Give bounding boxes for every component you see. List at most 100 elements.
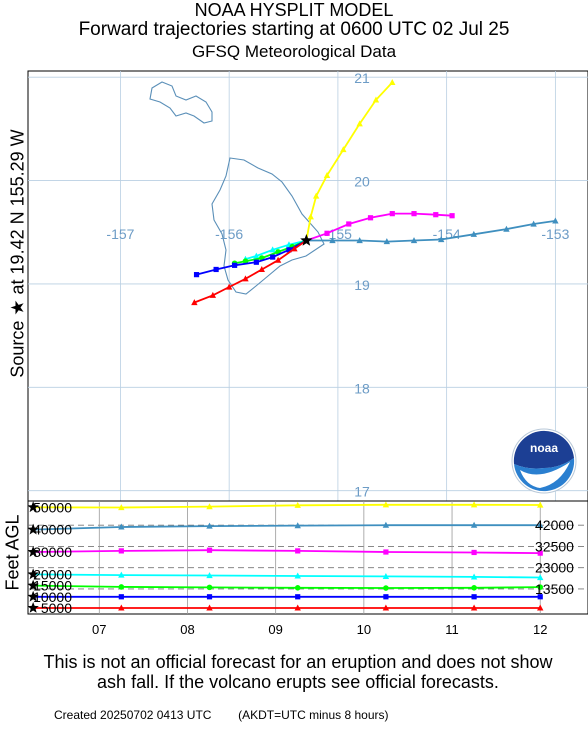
altitude-trajectory-point xyxy=(470,501,478,508)
map-trajectory-point xyxy=(291,245,298,252)
lat-label: 17 xyxy=(354,484,370,500)
map-trajectory-point xyxy=(324,230,330,236)
noaa-logo: noaa xyxy=(511,428,577,494)
map-trajectory-point xyxy=(552,217,559,224)
map-trajectory-point xyxy=(356,120,363,127)
map-trajectory-point xyxy=(389,78,396,85)
altitude-trajectory-magenta xyxy=(33,547,543,556)
altitude-right-label: 42000 xyxy=(535,517,574,533)
map-trajectory-point xyxy=(274,256,282,263)
map-trajectory-point xyxy=(411,211,417,217)
altitude-start-star-icon xyxy=(27,568,39,580)
altitude-start-star-icon xyxy=(27,523,39,535)
model-title: NOAA HYSPLIT MODEL xyxy=(194,0,394,20)
altitude-trajectory-point xyxy=(537,604,544,611)
disclaimer-text: This is not an official forecast for an … xyxy=(43,652,553,692)
altitude-right-label: 23000 xyxy=(535,560,574,576)
altitude-start-star-icon xyxy=(27,501,39,513)
altitude-trajectory-teal xyxy=(33,521,544,531)
map-trajectory-point xyxy=(438,236,445,243)
map-trajectory-point xyxy=(329,237,336,244)
map-trajectory-point xyxy=(191,299,198,306)
map-trajectory-point xyxy=(383,238,391,245)
altitude-trajectory-line xyxy=(33,584,541,589)
lon-label: -153 xyxy=(541,226,569,242)
altitude-tick-label: 50000 xyxy=(33,499,72,515)
altitude-trajectory-point xyxy=(118,548,124,554)
altitude-trajectory-point xyxy=(118,584,125,590)
altitude-trajectory-point xyxy=(118,504,125,511)
altitude-trajectory-yellow xyxy=(33,501,544,511)
altitude-trajectory-point xyxy=(537,501,544,508)
altitude-trajectory-point xyxy=(294,501,301,508)
map-trajectory-point xyxy=(389,211,395,217)
time-tick-label: 08 xyxy=(180,622,194,637)
altitude-trajectory-point xyxy=(295,548,301,554)
map-trajectory-point xyxy=(213,266,219,273)
noaa-logo-text: noaa xyxy=(530,441,558,455)
altitude-trajectory-line xyxy=(33,524,541,531)
altitude-trajectory-point xyxy=(118,571,125,578)
created-footer: Created 20250702 0413 UTC (AKDT=UTC minu… xyxy=(54,708,389,722)
altitude-trajectory-point xyxy=(537,574,544,581)
map-trajectory-point xyxy=(356,237,363,244)
altitude-trajectory-point xyxy=(294,572,301,579)
map-frame xyxy=(27,70,588,502)
altitude-trajectory-point xyxy=(537,594,543,600)
map-trajectory-point xyxy=(253,259,259,265)
lat-label: 18 xyxy=(354,380,370,396)
altitude-trajectory-point xyxy=(382,573,390,580)
map-trajectory-point xyxy=(286,247,292,253)
map-trajectory-magenta xyxy=(306,211,455,242)
altitude-frame xyxy=(27,500,588,615)
altitude-trajectory-point xyxy=(471,585,477,591)
map-trajectory-blue xyxy=(193,239,307,278)
island-maui-outline xyxy=(149,81,213,124)
lat-label: 20 xyxy=(354,174,370,190)
altitude-trajectory-point xyxy=(206,584,213,591)
altitude-right-label: 32500 xyxy=(535,538,574,554)
altitude-trajectories xyxy=(27,501,544,613)
map-trajectory-point xyxy=(372,96,380,103)
altitude-tick-label: 10000 xyxy=(33,589,72,605)
map-trajectory-line xyxy=(306,212,453,242)
map-trajectory-point xyxy=(225,283,233,290)
altitude-trajectory-point xyxy=(118,523,125,530)
island-hawaii-outline xyxy=(211,157,325,295)
altitude-trajectory-green xyxy=(33,584,544,591)
altitude-trajectory-point xyxy=(382,501,390,508)
altitude-trajectory-point xyxy=(206,547,213,553)
altitude-trajectory-point xyxy=(471,549,477,556)
altitude-trajectory-red xyxy=(33,604,544,611)
map-trajectory-point xyxy=(242,258,249,264)
map-trajectory-point xyxy=(346,221,352,227)
map-trajectory-point xyxy=(269,246,276,253)
altitude-tick-label: 40000 xyxy=(33,522,72,538)
map-trajectory-point xyxy=(307,213,314,220)
lon-label: -156 xyxy=(215,226,243,242)
altitude-start-star-icon xyxy=(27,601,39,613)
map-trajectory-point xyxy=(232,262,238,268)
altitude-trajectory-line xyxy=(33,549,541,554)
altitude-trajectory-point xyxy=(206,503,213,510)
map-trajectory-point xyxy=(253,252,260,259)
altitude-trajectory-point xyxy=(470,573,478,580)
map-trajectory-point xyxy=(242,275,249,282)
map-trajectory-point xyxy=(503,225,510,232)
altitude-trajectory-line xyxy=(33,573,541,579)
altitude-start-star-icon xyxy=(27,590,39,602)
altitude-trajectory-point xyxy=(206,572,213,579)
altitude-start-star-icon xyxy=(27,579,39,591)
map-trajectory-point xyxy=(367,215,374,221)
map-trajectory-point xyxy=(270,254,276,260)
altitude-start-star-icon xyxy=(27,546,39,557)
time-tick-label: 09 xyxy=(268,622,282,637)
map-trajectory-point xyxy=(530,220,537,227)
chart-title: Forward trajectories starting at 0600 UT… xyxy=(78,19,510,40)
altitude-trajectory-point xyxy=(537,521,544,528)
source-star-icon xyxy=(300,234,313,246)
map-trajectory-point xyxy=(323,171,331,178)
altitude-trajectory-cyan xyxy=(33,571,544,581)
altitude-tick-label: 30000 xyxy=(33,544,72,560)
altitude-trajectory-blue xyxy=(33,594,543,600)
